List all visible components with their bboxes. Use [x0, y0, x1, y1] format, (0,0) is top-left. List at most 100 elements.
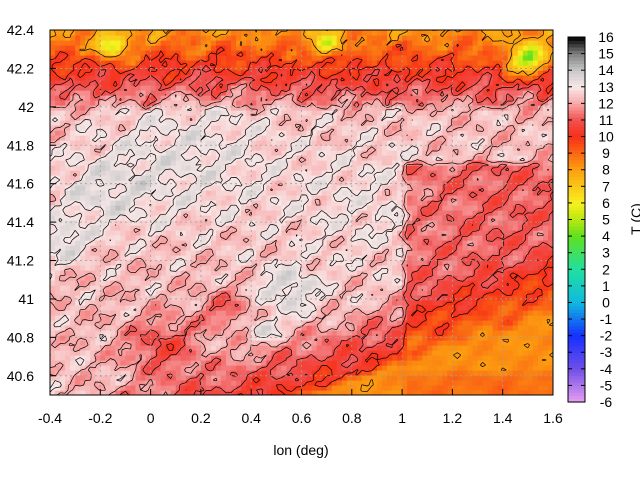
heatmap-cell [105, 265, 111, 271]
heatmap-cell [205, 305, 212, 311]
heatmap-cell [402, 210, 408, 216]
heatmap-cell [522, 335, 529, 341]
heatmap-cell [286, 185, 293, 191]
heatmap-cell [336, 150, 343, 156]
heatmap-cell [517, 330, 524, 336]
heatmap-cell [467, 350, 474, 356]
heatmap-cell [432, 185, 438, 191]
heatmap-cell [95, 305, 101, 311]
heatmap-cell [70, 340, 76, 346]
heatmap-cell [150, 215, 157, 221]
heatmap-cell [442, 285, 448, 291]
heatmap-cell [190, 370, 197, 376]
heatmap-cell [321, 220, 328, 226]
heatmap-cell [331, 305, 338, 311]
heatmap-cell [437, 390, 443, 395]
heatmap-cell [276, 295, 282, 301]
heatmap-cell [467, 370, 474, 376]
heatmap-cell [301, 375, 308, 381]
heatmap-cell [276, 380, 282, 386]
heatmap-cell [321, 195, 328, 201]
heatmap-cell [241, 180, 247, 186]
heatmap-cell [341, 300, 348, 306]
heatmap-cell [160, 320, 167, 326]
heatmap-cell [497, 160, 504, 166]
heatmap-cell [215, 300, 222, 306]
heatmap-cell [547, 245, 553, 251]
heatmap-cell [351, 260, 358, 266]
heatmap-cell [165, 285, 172, 291]
heatmap-cell [346, 165, 353, 171]
heatmap-cell [200, 300, 207, 306]
heatmap-cell [200, 360, 207, 366]
heatmap-cell [291, 195, 298, 201]
heatmap-cell [447, 175, 453, 181]
heatmap-cell [467, 290, 474, 296]
heatmap-cell [291, 220, 298, 226]
heatmap-cell [432, 220, 438, 226]
heatmap-cell [85, 265, 91, 271]
heatmap-cell [512, 295, 519, 301]
heatmap-cell [472, 225, 479, 231]
heatmap-cell [452, 145, 459, 151]
heatmap-cell [412, 380, 418, 386]
heatmap-cell [542, 285, 549, 291]
heatmap-cell [522, 145, 529, 151]
heatmap-cell [341, 325, 348, 331]
heatmap-cell [467, 225, 474, 231]
heatmap-cell [412, 290, 418, 296]
heatmap-cell [336, 225, 343, 231]
heatmap-cell [50, 330, 56, 336]
heatmap-cell [241, 355, 247, 361]
heatmap-cell [497, 210, 504, 216]
heatmap-cell [522, 200, 529, 206]
heatmap-cell [447, 245, 453, 251]
heatmap-cell [80, 200, 86, 206]
heatmap-cell [251, 240, 257, 246]
heatmap-cell [467, 265, 474, 271]
heatmap-cell [341, 175, 348, 181]
heatmap-cell [85, 360, 91, 366]
heatmap-cell [462, 250, 469, 256]
heatmap-cell [387, 255, 393, 261]
heatmap-cell [130, 285, 137, 291]
heatmap-cell [321, 150, 328, 156]
heatmap-cell [542, 360, 549, 366]
heatmap-cell [276, 320, 282, 326]
heatmap-cell [155, 330, 162, 336]
heatmap-cell [261, 205, 267, 211]
heatmap-cell [402, 240, 408, 246]
heatmap-cell [331, 275, 338, 281]
heatmap-cell [321, 335, 328, 341]
heatmap-cell [331, 165, 338, 171]
heatmap-cell [145, 385, 152, 391]
heatmap-cell [241, 185, 247, 191]
heatmap-cell [135, 340, 142, 346]
heatmap-cell [160, 175, 167, 181]
heatmap-cell [236, 175, 242, 181]
heatmap-cell [316, 175, 323, 181]
heatmap-cell [387, 325, 393, 331]
heatmap-cell [477, 280, 484, 286]
heatmap-cell [281, 180, 288, 186]
heatmap-cell [145, 185, 152, 191]
heatmap-cell [286, 300, 293, 306]
heatmap-cell [341, 380, 348, 386]
heatmap-cell [452, 355, 459, 361]
heatmap-cell [452, 165, 459, 171]
heatmap-cell [351, 315, 358, 321]
heatmap-cell [392, 370, 398, 376]
heatmap-cell [271, 350, 277, 356]
heatmap-cell [467, 280, 474, 286]
heatmap-cell [432, 275, 438, 281]
heatmap-cell [55, 335, 61, 341]
heatmap-cell [301, 145, 308, 151]
heatmap-cell [442, 220, 448, 226]
heatmap-cell [532, 310, 539, 316]
heatmap-cell [271, 335, 277, 341]
heatmap-cell [296, 265, 303, 271]
heatmap-cell [271, 230, 277, 236]
heatmap-cell [256, 260, 262, 266]
heatmap-cell [381, 180, 388, 186]
heatmap-cell [80, 280, 86, 286]
